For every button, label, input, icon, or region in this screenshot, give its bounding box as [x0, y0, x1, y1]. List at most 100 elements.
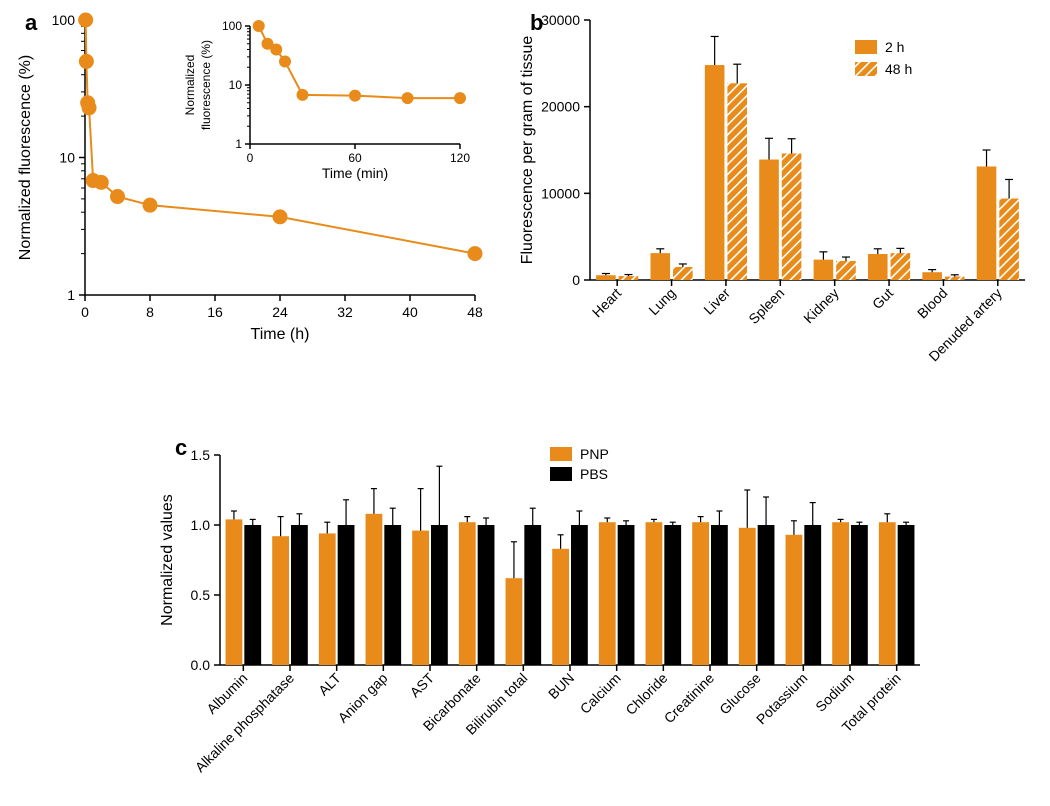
panel-a-marker [143, 198, 157, 212]
bar-pnp [366, 514, 383, 665]
panel-b-category: Spleen [745, 285, 787, 327]
svg-text:30000: 30000 [541, 12, 580, 28]
svg-text:10: 10 [229, 78, 243, 92]
panel-label-a: a [25, 10, 38, 35]
panel-label-c: c [175, 435, 187, 460]
svg-text:0: 0 [572, 272, 580, 288]
legend-48h: 48 h [885, 61, 912, 77]
panel-c-category: Chloride [622, 670, 670, 718]
bar-pnp [739, 528, 756, 665]
bar-pnp [412, 531, 429, 665]
panel-a-ylabel: Normalized fluorescence (%) [17, 55, 34, 260]
bar-pnp [552, 549, 569, 665]
x-tick: 24 [272, 304, 288, 320]
bar-pnp [692, 522, 709, 665]
panel-b-category: Blood [914, 285, 951, 322]
bar-pnp [599, 522, 616, 665]
panel-b-category: Gut [869, 285, 896, 312]
panel-a-marker [94, 175, 108, 189]
bar-48h [782, 153, 802, 280]
svg-text:1.0: 1.0 [191, 517, 211, 533]
svg-text:1.5: 1.5 [191, 447, 211, 463]
panel-a-xlabel: Time (h) [251, 326, 310, 343]
x-tick: 8 [146, 304, 154, 320]
bar-48h [673, 267, 693, 280]
panel-c-category: Sodium [812, 670, 857, 715]
panel-c-category: Glucose [716, 670, 764, 718]
bar-2h [977, 166, 997, 280]
bar-pbs [618, 525, 635, 665]
bar-pnp [786, 535, 803, 665]
svg-text:20000: 20000 [541, 99, 580, 115]
panel-b-category: Lung [645, 285, 678, 318]
panel-a-marker [273, 210, 287, 224]
bar-48h [891, 253, 911, 280]
bar-2h [868, 254, 888, 280]
bar-pbs [571, 525, 588, 665]
figure-svg: a081624324048Time (h)110100Normalized fl… [0, 0, 1050, 806]
panel-c-category: ALT [315, 669, 344, 698]
inset-xlabel: Time (min) [322, 165, 388, 181]
panel-a-marker [79, 54, 93, 68]
bar-pbs [804, 525, 821, 665]
x-tick: 0 [81, 304, 89, 320]
bar-pbs [478, 525, 495, 665]
x-tick: 32 [337, 304, 353, 320]
bar-2h [650, 253, 670, 280]
bar-2h [596, 275, 616, 280]
bar-pbs [244, 525, 261, 665]
panel-b-category: Liver [700, 285, 733, 318]
x-tick: 16 [207, 304, 223, 320]
panel-a-marker [82, 101, 96, 115]
svg-text:0: 0 [247, 151, 254, 165]
panel-c-ylabel: Normalized values [159, 494, 176, 626]
bar-2h [922, 272, 942, 280]
y-tick: 1 [67, 287, 75, 303]
bar-pbs [338, 525, 355, 665]
x-tick: 40 [402, 304, 418, 320]
figure-wrap: { "global": { "accent_color": "#e88b1a",… [0, 0, 1050, 806]
bar-48h [619, 276, 639, 280]
panel-c-category: Albumin [203, 670, 250, 717]
panel-c-category: BUN [545, 670, 577, 702]
bar-pbs [431, 525, 448, 665]
svg-text:10000: 10000 [541, 185, 580, 201]
legend-pbs: PBS [580, 466, 608, 482]
svg-text:120: 120 [450, 151, 470, 165]
bar-pnp [226, 519, 243, 665]
panel-c-category: Anion gap [335, 670, 391, 726]
bar-pbs [851, 525, 868, 665]
bar-48h [836, 261, 856, 280]
bar-pnp [459, 522, 476, 665]
y-tick: 10 [59, 150, 75, 166]
bar-2h [814, 260, 834, 280]
bar-48h [727, 83, 747, 280]
bar-pbs [524, 525, 541, 665]
legend-pnp: PNP [580, 446, 609, 462]
panel-a-marker [111, 190, 125, 204]
panel-a-marker [468, 247, 482, 261]
svg-text:fluorescence (%): fluorescence (%) [199, 40, 213, 130]
panel-c-category: Potassium [753, 670, 811, 728]
bar-pnp [272, 536, 289, 665]
svg-text:100: 100 [222, 19, 242, 33]
bar-pnp [319, 533, 336, 665]
panel-c-category: Creatinine [661, 670, 718, 727]
bar-pbs [758, 525, 775, 665]
svg-text:60: 60 [348, 151, 362, 165]
bar-pnp [506, 578, 523, 665]
bar-pbs [664, 525, 681, 665]
legend-2h: 2 h [885, 39, 904, 55]
panel-a-marker [79, 13, 93, 27]
bar-pbs [384, 525, 401, 665]
panel-b-category: Kidney [800, 285, 842, 327]
svg-text:Normalized: Normalized [183, 55, 197, 116]
panel-b-ylabel: Fluorescence per gram of tissue [519, 36, 536, 265]
bar-pnp [879, 522, 896, 665]
bar-48h [999, 199, 1019, 280]
panel-c-category: AST [407, 669, 438, 700]
bar-pbs [291, 525, 308, 665]
bar-2h [759, 160, 779, 280]
svg-text:0.0: 0.0 [191, 657, 211, 673]
svg-text:1: 1 [235, 137, 242, 151]
